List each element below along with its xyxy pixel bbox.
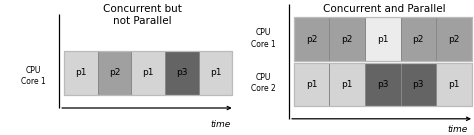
Text: p1: p1 [377, 35, 389, 44]
Text: p2: p2 [448, 35, 459, 44]
Bar [64, 51, 232, 94]
Bar [98, 51, 131, 94]
Bar [436, 17, 472, 61]
Bar [329, 17, 365, 61]
Bar [365, 17, 401, 61]
Text: CPU
Core 1: CPU Core 1 [21, 66, 46, 86]
Text: CPU
Core 2: CPU Core 2 [251, 73, 275, 93]
Bar [365, 63, 401, 106]
Bar [294, 17, 329, 61]
Text: p3: p3 [176, 68, 188, 77]
Bar [131, 51, 165, 94]
Bar [329, 63, 365, 106]
Bar [436, 63, 472, 106]
Bar [64, 51, 98, 94]
Text: p2: p2 [342, 35, 353, 44]
Text: p3: p3 [377, 80, 389, 89]
Bar [165, 51, 199, 94]
Text: p1: p1 [210, 68, 221, 77]
Bar [294, 63, 472, 106]
Bar [199, 51, 232, 94]
Text: time: time [447, 125, 467, 134]
Bar [294, 17, 472, 61]
Bar [294, 63, 329, 106]
Bar [401, 63, 436, 106]
Text: p1: p1 [341, 80, 353, 89]
Text: p2: p2 [306, 35, 317, 44]
Text: Concurrent and Parallel: Concurrent and Parallel [323, 4, 445, 14]
Text: time: time [210, 120, 230, 129]
Text: p3: p3 [412, 80, 424, 89]
Text: p1: p1 [75, 68, 87, 77]
Text: p1: p1 [448, 80, 460, 89]
Text: p2: p2 [109, 68, 120, 77]
Text: Concurrent but
not Parallel: Concurrent but not Parallel [103, 4, 182, 26]
Text: p1: p1 [306, 80, 318, 89]
Text: p2: p2 [413, 35, 424, 44]
Bar [401, 17, 436, 61]
Text: p1: p1 [142, 68, 154, 77]
Text: CPU
Core 1: CPU Core 1 [251, 28, 275, 48]
